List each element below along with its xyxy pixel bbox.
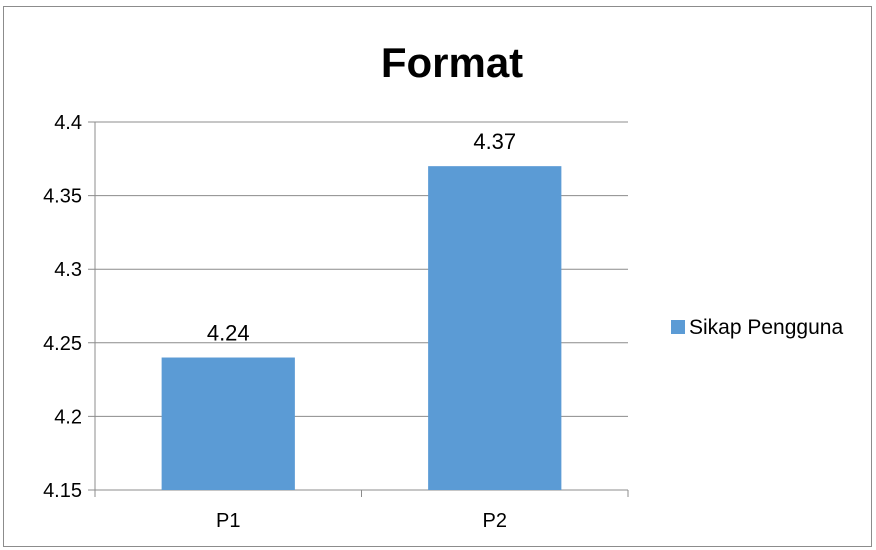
data-label-p1: 4.24: [207, 321, 250, 346]
chart-title: Format: [381, 39, 523, 86]
y-axis-ticks: 4.15 4.2 4.25 4.3 4.35 4.4: [43, 112, 82, 502]
legend-swatch: [671, 320, 685, 334]
bars: [161, 166, 562, 490]
x-axis-ticks: P1 P2: [216, 510, 507, 532]
bar-p2: [428, 166, 562, 490]
y-tick-label: 4.2: [54, 406, 82, 428]
y-tick-label: 4.25: [43, 333, 82, 355]
data-label-p2: 4.37: [473, 129, 516, 154]
y-tick-label: 4.35: [43, 186, 82, 208]
bar-p1: [161, 357, 295, 490]
y-tick-label: 4.15: [43, 480, 82, 502]
data-labels: 4.24 4.37: [207, 129, 516, 345]
y-tick-label: 4.3: [54, 259, 82, 281]
y-tick-label: 4.4: [54, 112, 82, 134]
x-tick-label-p2: P2: [483, 510, 507, 532]
legend: Sikap Pengguna: [671, 316, 843, 339]
x-tick-label-p1: P1: [216, 510, 240, 532]
legend-label: Sikap Pengguna: [689, 316, 843, 339]
